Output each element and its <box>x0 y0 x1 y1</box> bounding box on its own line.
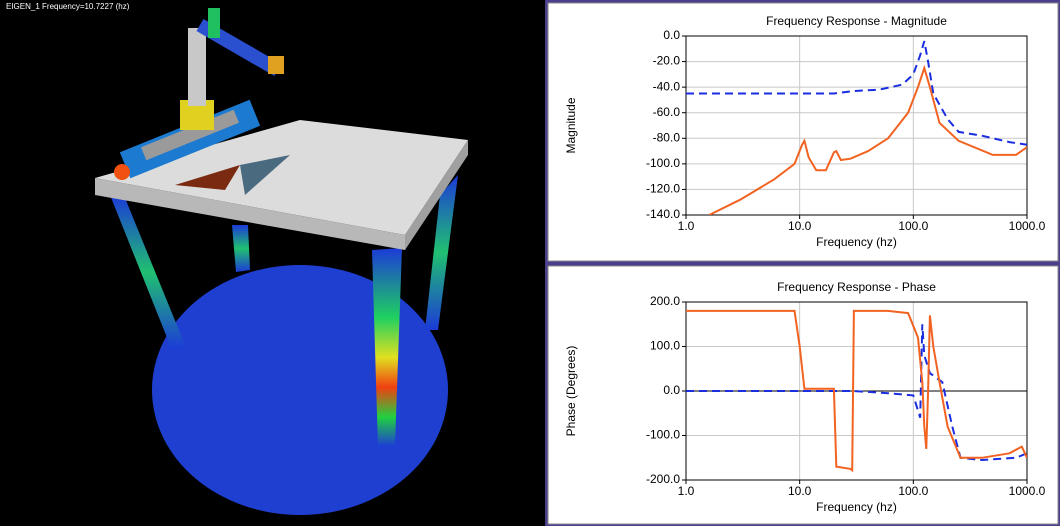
y-tick-label: -100.0 <box>646 428 680 442</box>
x-axis-label: Frequency (hz) <box>816 235 897 249</box>
y-axis-label: Magnitude <box>564 97 578 153</box>
chart-title: Frequency Response - Phase <box>777 280 936 294</box>
y-tick-label: -200.0 <box>646 472 680 486</box>
y-tick-label: -20.0 <box>653 54 681 68</box>
y-tick-label: -60.0 <box>653 105 681 119</box>
x-tick-label: 100.0 <box>898 219 928 233</box>
x-tick-label: 1000.0 <box>1009 219 1046 233</box>
y-tick-label: -80.0 <box>653 130 681 144</box>
viewport-caption: EIGEN_1 Frequency=10.7227 (hz) <box>6 2 130 11</box>
y-tick-label: -120.0 <box>646 182 680 196</box>
y-tick-label: 0.0 <box>663 28 680 42</box>
y-tick-label: -40.0 <box>653 79 681 93</box>
y-axis-label: Phase (Degrees) <box>564 346 578 437</box>
chart-title: Frequency Response - Magnitude <box>766 14 947 28</box>
page: EIGEN_1 Frequency=10.7227 (hz) Frequency… <box>0 0 1060 526</box>
screen: EIGEN_1 Frequency=10.7227 (hz) Frequency… <box>0 0 1060 526</box>
y-tick-label: 200.0 <box>650 294 680 308</box>
x-tick-label: 1000.0 <box>1009 484 1046 498</box>
x-axis-label: Frequency (hz) <box>816 500 897 514</box>
x-tick-label: 100.0 <box>898 484 928 498</box>
x-tick-label: 10.0 <box>788 219 812 233</box>
y-tick-label: -140.0 <box>646 207 680 221</box>
y-tick-label: 0.0 <box>663 383 680 397</box>
x-tick-label: 1.0 <box>678 484 695 498</box>
x-tick-label: 10.0 <box>788 484 812 498</box>
y-tick-label: -100.0 <box>646 156 680 170</box>
x-tick-label: 1.0 <box>678 219 695 233</box>
y-tick-label: 100.0 <box>650 339 680 353</box>
